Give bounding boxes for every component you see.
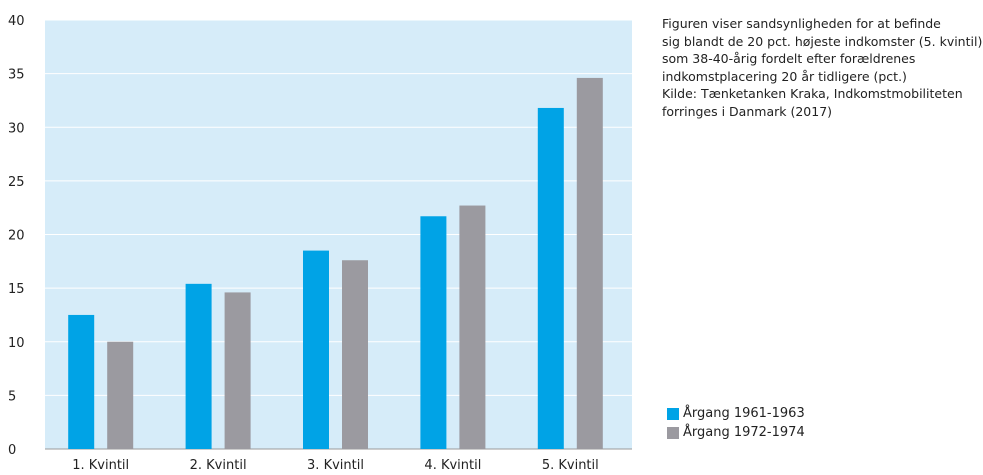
bar-1-1 — [68, 314, 95, 449]
note-line: som 38-40-årig fordelt efter forældrenes — [662, 51, 916, 66]
x-tick-label: 1. Kvintil — [72, 458, 129, 473]
note-line: Kilde: Tænketanken Kraka, Indkomstmobili… — [662, 86, 963, 101]
y-tick-label: 10 — [8, 336, 25, 351]
y-axis-ticks: 0 5 10 15 20 25 30 35 40 — [8, 14, 25, 458]
figure-note: Figuren viser sandsynligheden for at bef… — [662, 15, 983, 120]
note-line: Figuren viser sandsynligheden for at bef… — [662, 16, 941, 31]
bar-chart: 0 5 10 15 20 25 30 35 40 1. Kvintil 2. Kvintil 3. … — [8, 14, 632, 473]
x-tick-label: 2. Kvintil — [190, 458, 247, 473]
bar-2-5 — [576, 77, 603, 449]
y-tick-label: 25 — [8, 175, 25, 190]
y-tick-label: 30 — [8, 121, 25, 136]
bar-2-1 — [107, 341, 134, 449]
y-tick-label: 15 — [8, 282, 25, 297]
y-tick-label: 0 — [8, 443, 16, 458]
y-tick-label: 5 — [8, 389, 16, 404]
bar-2-4 — [459, 205, 486, 449]
note-line: sig blandt de 20 pct. højeste indkomster… — [662, 33, 983, 49]
y-tick-label: 20 — [8, 229, 25, 244]
legend-label: Årgang 1961-1963 — [683, 406, 805, 421]
bar-2-3 — [342, 260, 368, 449]
bar-2-2 — [224, 292, 251, 449]
legend-item-series-2: Årgang 1972-1974 — [667, 423, 805, 442]
bars — [68, 77, 603, 449]
legend-swatch — [667, 426, 679, 439]
legend-item-series-1: Årgang 1961-1963 — [667, 404, 805, 423]
x-tick-label: 3. Kvintil — [307, 458, 364, 473]
legend-label: Årgang 1972-1974 — [683, 425, 805, 440]
legend: Årgang 1961-1963 Årgang 1972-1974 — [667, 404, 805, 442]
note-line: forringes i Danmark (2017) — [662, 103, 833, 119]
y-tick-label: 40 — [8, 14, 25, 29]
x-tick-label: 4. Kvintil — [424, 458, 481, 473]
x-tick-label: 5. Kvintil — [542, 458, 599, 473]
x-axis-ticks: 1. Kvintil 2. Kvintil 3. Kvintil 4. Kvintil… — [72, 458, 599, 473]
bar-1-5 — [537, 107, 564, 449]
legend-swatch — [667, 407, 679, 420]
y-tick-label: 35 — [8, 68, 25, 83]
note-line: indkomstplacering 20 år tidligere (pct.) — [662, 68, 907, 84]
bar-1-3 — [303, 250, 329, 449]
gridlines — [45, 19, 632, 450]
bar-1-2 — [185, 283, 212, 449]
bar-1-4 — [420, 216, 447, 449]
